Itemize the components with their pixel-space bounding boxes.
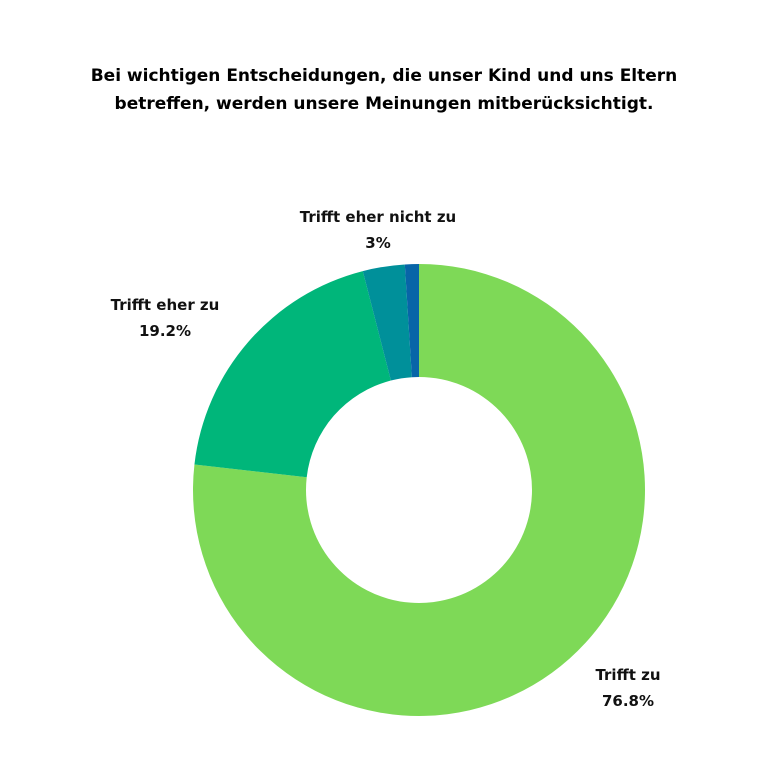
slice-label-name-3: Trifft eher nicht zu [300,208,457,226]
slice-label-1: Trifft zu 76.8% [595,666,660,710]
donut-slice-1 [193,264,645,716]
slice-label-value-1: 76.8% [602,692,654,710]
slice-label-value-2: 19.2% [139,322,191,340]
slice-label-name-2: Trifft eher zu [111,296,220,314]
slice-label-name-1: Trifft zu [595,666,660,684]
slice-label-3: Trifft eher nicht zu 3% [300,208,457,252]
donut-slice-2 [194,271,391,478]
chart-title: Bei wichtigen Entscheidungen, die unser … [60,62,708,118]
slice-label-value-3: 3% [365,234,390,252]
chart-title-line-2: betreffen, werden unsere Meinungen mitbe… [114,94,654,114]
donut-slice-3 [362,264,412,381]
chart-title-line-1: Bei wichtigen Entscheidungen, die unser … [90,66,678,86]
slice-label-2: Trifft eher zu 19.2% [111,296,220,340]
donut-slice-4 [404,264,419,378]
